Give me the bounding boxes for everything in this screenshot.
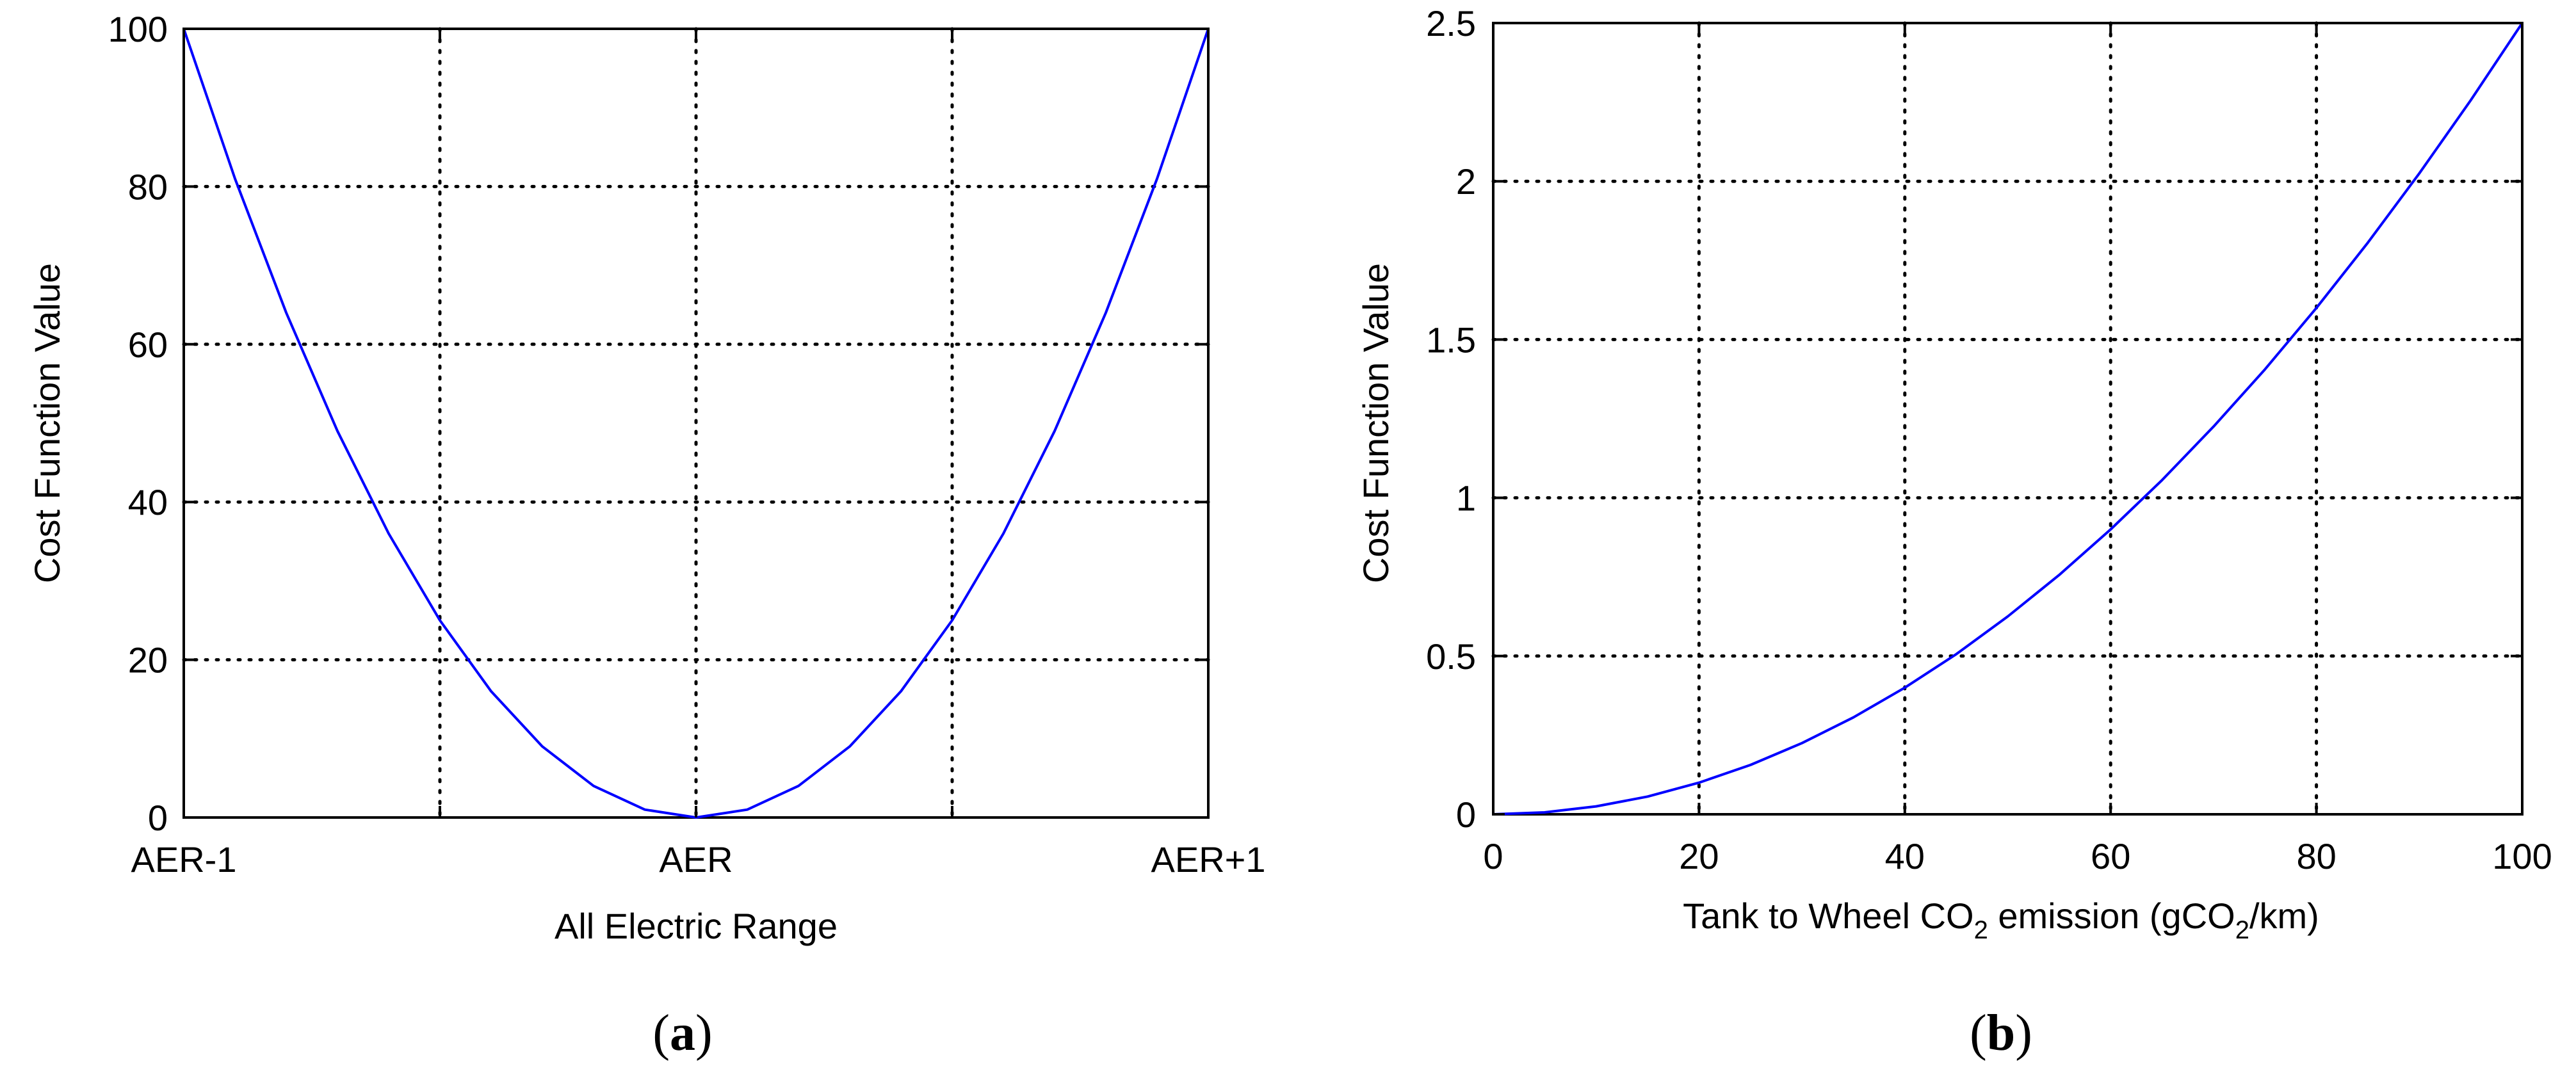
panel-letter-a: a — [670, 1005, 695, 1061]
x-tick-label: 100 — [2492, 836, 2552, 876]
x-axis-label: All Electric Range — [555, 906, 838, 946]
x-tick-label: 60 — [2091, 836, 2130, 876]
x-tick-label: 80 — [2296, 836, 2336, 876]
panel-label-b: (b) — [1970, 1005, 2032, 1061]
x-tick-label: AER-1 — [131, 839, 237, 880]
x-tick-label: 0 — [1483, 836, 1503, 876]
x-axis-label-subscript: 2 — [1974, 916, 1988, 944]
x-tick-label: AER+1 — [1151, 839, 1266, 880]
x-tick-labels: 0 20 40 60 80 100 — [1483, 23, 2552, 876]
x-axis-label-part: Tank to Wheel CO — [1683, 896, 1973, 936]
x-axis-label-subscript: 2 — [2235, 916, 2249, 944]
y-tick-label: 1 — [1456, 478, 1476, 519]
x-tick-labels: AER-1 AER AER+1 — [131, 29, 1266, 880]
y-tick-label: 0.5 — [1426, 636, 1476, 677]
y-tick-label: 2.5 — [1426, 3, 1476, 44]
y-tick-label: 1.5 — [1426, 319, 1476, 360]
y-tick-labels: 0 0.5 1 1.5 2 2.5 — [1426, 3, 2522, 835]
y-tick-label: 2 — [1456, 161, 1476, 202]
panel-letter-b: b — [1987, 1005, 2016, 1061]
y-tick-label: 0 — [148, 798, 168, 838]
panel-label-a: (a) — [652, 1005, 712, 1061]
x-axis-label-part: emission (gCO — [1988, 896, 2235, 936]
y-axis-label: Cost Function Value — [1356, 263, 1396, 583]
y-tick-label: 0 — [1456, 794, 1476, 835]
y-tick-label: 60 — [128, 325, 168, 365]
y-tick-label: 40 — [128, 482, 168, 522]
chart-panel-a: AER-1 AER AER+1 0 20 40 60 80 100 All Electric … — [27, 9, 1266, 1061]
x-axis-label: Tank to Wheel CO2 emission (gCO2/km) — [1683, 896, 2319, 944]
y-tick-label: 80 — [128, 166, 168, 207]
grid-lines — [182, 27, 1210, 819]
y-axis-label: Cost Function Value — [27, 263, 67, 583]
series-line — [1493, 22, 2523, 816]
chart-panel-b: 0 20 40 60 80 100 0 0.5 1 1.5 2 2.5 Tank to Wheel … — [1356, 3, 2552, 1061]
y-tick-label: 100 — [108, 9, 168, 49]
x-axis-label-part: /km) — [2249, 896, 2319, 936]
series-layer — [1493, 22, 2523, 816]
x-tick-label: 40 — [1885, 836, 1925, 876]
plot-frame — [1492, 22, 2523, 816]
x-tick-label: AER — [659, 839, 733, 880]
x-tick-label: 20 — [1679, 836, 1719, 876]
grid-lines — [1491, 21, 2524, 816]
y-tick-label: 20 — [128, 640, 168, 680]
y-tick-labels: 0 20 40 60 80 100 — [108, 9, 1208, 838]
